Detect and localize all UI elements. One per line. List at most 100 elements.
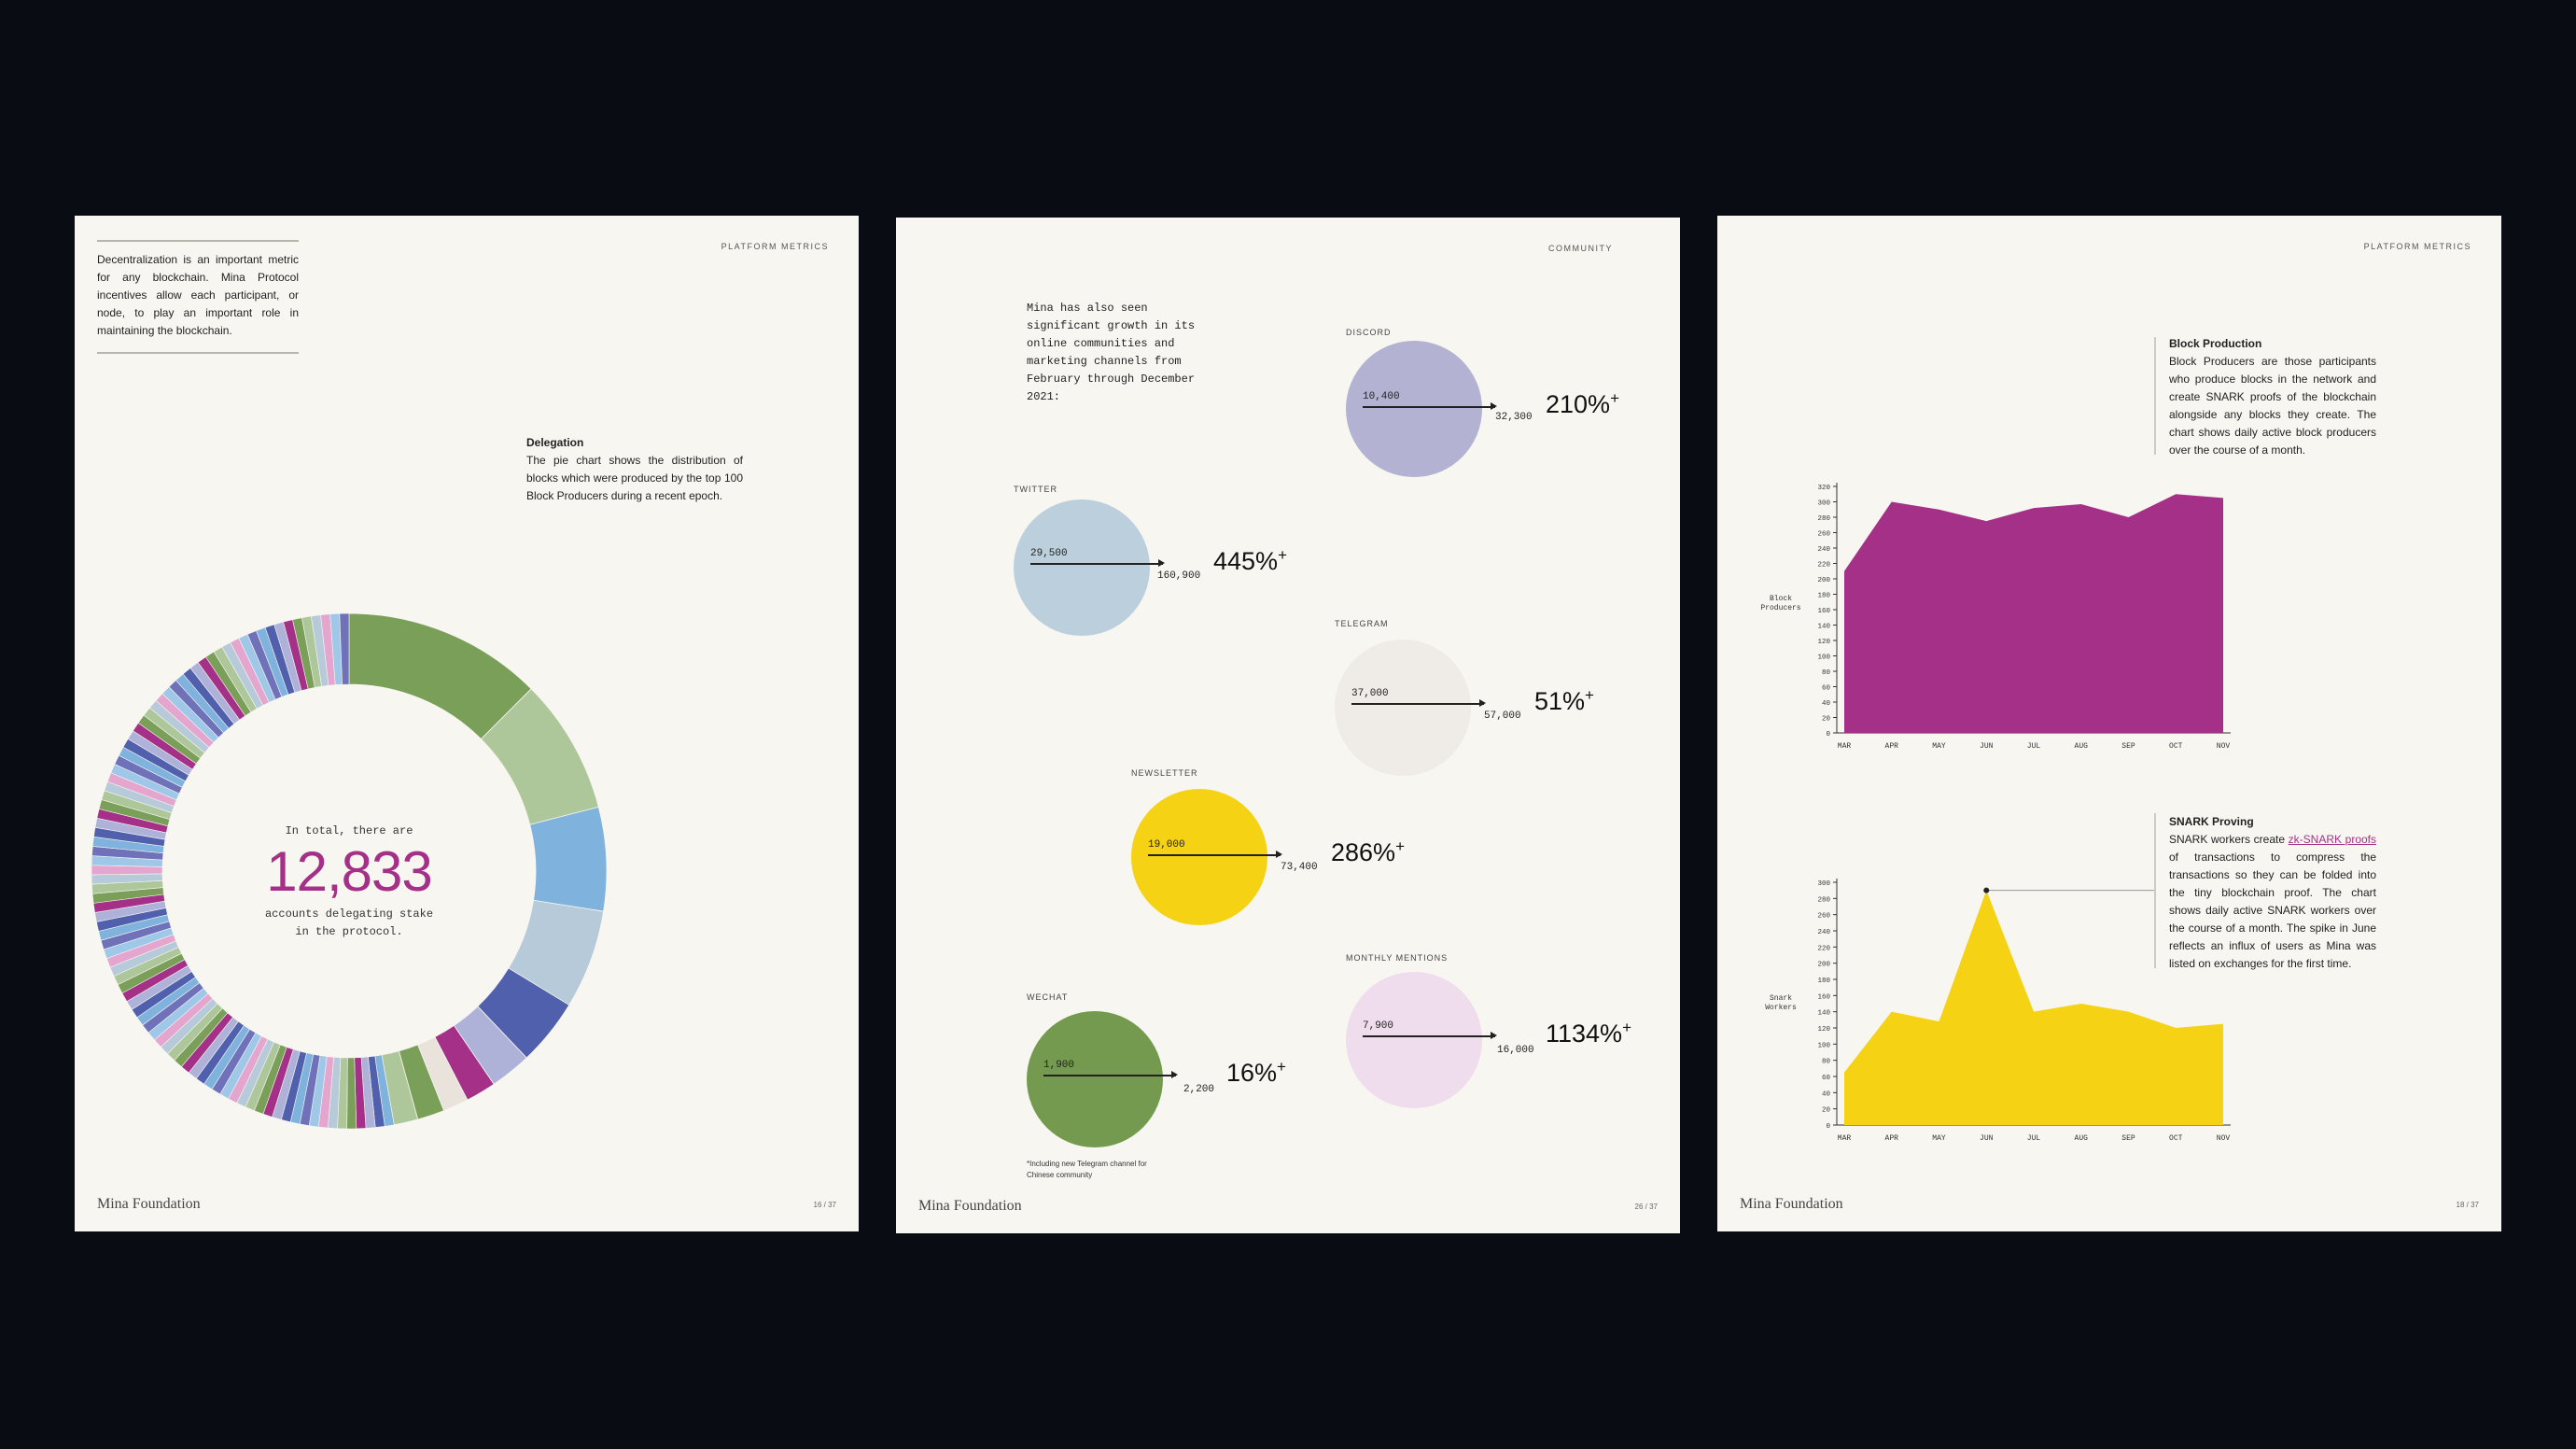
x-tick-label: OCT (2169, 1134, 2183, 1143)
newsletter-growth: 286%+ (1331, 837, 1405, 866)
wechat-to-value: 2,200 (1183, 1084, 1215, 1095)
mentions-from-value: 7,900 (1363, 1020, 1394, 1032)
area-series (1844, 494, 2223, 733)
mentions-growth: 1134%+ (1546, 1019, 1632, 1048)
y-tick-label: 180 (1817, 593, 1830, 600)
snark-text-end: of transactions to compress the transact… (2169, 851, 2376, 970)
section-tag: PLATFORM METRICS (2363, 242, 2471, 251)
x-tick-label: APR (1885, 742, 1899, 751)
y-tick-label: 200 (1817, 962, 1830, 969)
section-tag: COMMUNITY (1548, 244, 1613, 253)
x-tick-label: OCT (2169, 742, 2183, 751)
page-number: 18 / 37 (2456, 1201, 2479, 1209)
discord-to-value: 32,300 (1495, 412, 1533, 423)
y-axis-label: Block (1770, 595, 1792, 603)
twitter-growth: 445%+ (1213, 546, 1287, 575)
y-tick-label: 140 (1817, 1010, 1830, 1018)
mentions-arrow (1363, 1033, 1497, 1038)
x-tick-label: JUL (2027, 1134, 2041, 1143)
center-caption-1: accounts delegating stake (264, 907, 434, 921)
y-tick-label: 120 (1817, 639, 1830, 646)
y-tick-label: 260 (1817, 531, 1830, 539)
discord-arrow (1363, 403, 1497, 409)
center-intro: In total, there are (285, 824, 413, 837)
twitter-to-value: 160,900 (1157, 570, 1201, 582)
y-tick-label: 60 (1822, 685, 1831, 693)
y-axis-label: Snark (1770, 994, 1792, 1003)
y-tick-label: 160 (1817, 993, 1830, 1001)
y-tick-label: 80 (1822, 669, 1831, 677)
divider (97, 352, 299, 354)
twitter-circle (1014, 499, 1150, 636)
x-tick-label: SEP (2121, 742, 2135, 751)
x-tick-label: JUL (2027, 742, 2041, 751)
telegram-from-value: 37,000 (1351, 688, 1389, 699)
x-tick-label: AUG (2075, 1134, 2089, 1143)
newsletter-from-value: 19,000 (1148, 839, 1185, 851)
channel-label-telegram: TELEGRAM (1335, 619, 1389, 628)
y-tick-label: 120 (1817, 1026, 1830, 1034)
x-tick-label: NOV (2217, 1134, 2231, 1143)
delegation-block: Delegation The pie chart shows the distr… (526, 434, 743, 505)
y-tick-label: 260 (1817, 913, 1830, 921)
y-tick-label: 280 (1817, 896, 1830, 904)
wechat-from-value: 1,900 (1043, 1060, 1075, 1071)
y-tick-label: 20 (1822, 1107, 1831, 1115)
y-tick-label: 100 (1817, 654, 1830, 662)
y-tick-label: 140 (1817, 624, 1830, 631)
x-tick-label: NOV (2217, 742, 2231, 751)
y-tick-label: 60 (1822, 1075, 1831, 1082)
footnote: *Including new Telegram channel for Chin… (1027, 1160, 1147, 1179)
telegram-circle (1335, 640, 1471, 776)
donut-slice (339, 612, 350, 685)
y-tick-label: 240 (1817, 546, 1830, 554)
channel-label-newsletter: NEWSLETTER (1131, 768, 1198, 778)
y-tick-label: 220 (1817, 562, 1830, 570)
twitter-from-value: 29,500 (1030, 548, 1068, 559)
twitter-arrow (1030, 560, 1165, 566)
brand-footer: Mina Foundation (97, 1196, 201, 1212)
snark-proving-block: SNARK Proving SNARK workers create zk-SN… (2169, 813, 2376, 973)
channel-label-wechat: WECHAT (1027, 992, 1069, 1002)
newsletter-to-value: 73,400 (1281, 862, 1318, 873)
telegram-arrow (1351, 700, 1486, 706)
newsletter-arrow (1148, 851, 1282, 857)
report-page-delegation: PLATFORM METRICS Decentralization is an … (75, 216, 859, 1231)
delegation-title: Delegation (526, 436, 584, 449)
snark-proving-title: SNARK Proving (2169, 815, 2254, 828)
page-number: 16 / 37 (813, 1201, 836, 1209)
y-tick-label: 40 (1822, 1090, 1831, 1098)
snark-workers-area-chart: 0 20 40 60 80 100 120 140 160 180 200 220 240 260 280 3… (1765, 879, 2231, 1143)
y-tick-label: 40 (1822, 700, 1831, 708)
y-tick-label: 0 (1826, 731, 1830, 739)
y-tick-label: 160 (1817, 608, 1830, 615)
block-producers-area-chart: 0 20 40 60 80 100 120 140 160 180 200 220 240 260 280 3… (1760, 483, 2231, 751)
x-tick-label: AUG (2075, 742, 2089, 751)
discord-from-value: 10,400 (1363, 391, 1400, 402)
block-production-block: Block Production Block Producers are tho… (2169, 335, 2376, 459)
intro-text: Decentralization is an important metric … (97, 253, 299, 337)
y-axis-label: Producers (1760, 604, 1800, 612)
delegation-donut-chart (91, 612, 608, 1130)
channel-label-monthly-mentions: MONTHLY MENTIONS (1346, 953, 1449, 963)
channel-label-discord: DISCORD (1346, 328, 1392, 337)
x-tick-label: SEP (2121, 1134, 2135, 1143)
snark-text-start: SNARK workers create (2169, 833, 2289, 846)
divider (97, 240, 299, 242)
discord-circle (1346, 341, 1482, 477)
y-tick-label: 20 (1822, 716, 1831, 724)
spike-marker (1983, 887, 1990, 893)
telegram-growth: 51%+ (1534, 686, 1594, 715)
x-tick-label: MAY (1932, 742, 1946, 751)
y-tick-label: 180 (1817, 978, 1830, 985)
block-production-title: Block Production (2169, 337, 2262, 350)
delegation-text: The pie chart shows the distribution of … (526, 454, 743, 502)
newsletter-circle (1131, 789, 1267, 925)
y-tick-label: 80 (1822, 1059, 1831, 1066)
block-text-rule (2154, 337, 2156, 455)
y-tick-label: 0 (1826, 1123, 1830, 1131)
y-tick-label: 100 (1817, 1042, 1830, 1049)
wechat-growth: 16%+ (1226, 1058, 1286, 1087)
zk-snark-link[interactable]: zk-SNARK proofs (2288, 833, 2376, 846)
section-tag: PLATFORM METRICS (721, 242, 829, 251)
